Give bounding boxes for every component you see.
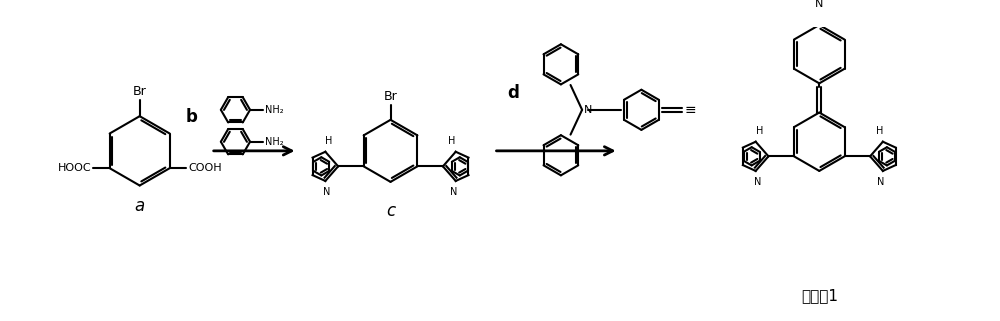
Text: HOOC: HOOC (58, 163, 91, 173)
Text: b: b (185, 108, 197, 126)
Text: N: N (584, 105, 592, 115)
Text: c: c (386, 202, 395, 220)
Text: NH₂: NH₂ (265, 137, 283, 147)
Text: H: H (448, 136, 456, 146)
Text: H: H (756, 126, 763, 136)
Text: N: N (450, 187, 458, 197)
Text: a: a (135, 196, 145, 214)
Text: 化合甩1: 化合甩1 (801, 288, 838, 303)
Text: N: N (877, 177, 885, 187)
Text: N: N (323, 187, 331, 197)
Text: Br: Br (133, 85, 147, 98)
Text: N: N (754, 177, 761, 187)
Text: d: d (507, 84, 519, 102)
Text: COOH: COOH (188, 163, 222, 173)
Text: Br: Br (384, 91, 397, 103)
Text: H: H (325, 136, 333, 146)
Text: N: N (815, 0, 823, 9)
Text: ≡: ≡ (684, 103, 696, 117)
Text: H: H (876, 126, 883, 136)
Text: NH₂: NH₂ (265, 105, 283, 115)
